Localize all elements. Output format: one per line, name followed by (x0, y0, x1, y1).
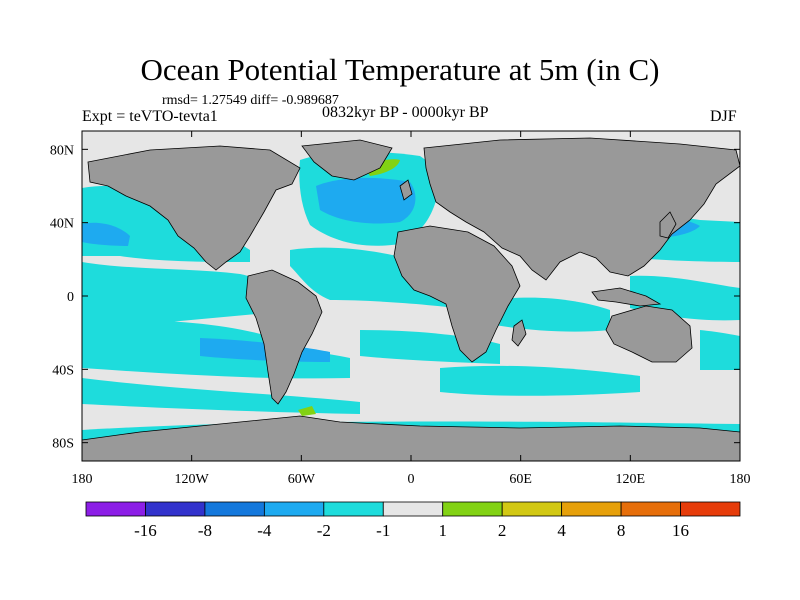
lon-tick-label: 0 (408, 472, 415, 487)
lat-tick-label: 40S (52, 363, 74, 378)
australia (605, 305, 693, 363)
greenland (301, 139, 393, 181)
colorbar-label: 8 (617, 521, 626, 540)
colorbar-label: 4 (557, 521, 566, 540)
colorbar-box (323, 501, 384, 517)
south-america (245, 269, 323, 405)
latitude-axis: 80N 40N 0 40S 80S (50, 143, 740, 452)
lon-tick-label: 60E (509, 472, 532, 487)
colorbar-box (680, 501, 741, 517)
season-label: DJF (710, 108, 737, 125)
land-masses (82, 137, 740, 461)
colorbar-label: -4 (257, 521, 272, 540)
africa (393, 225, 521, 363)
uk (399, 179, 413, 201)
longitude-axis: 180 120W 60W 0 60E 120E 180 (72, 131, 751, 487)
page-title: Ocean Potential Temperature at 5m (in C) (140, 52, 660, 87)
lon-tick-label: 60W (288, 472, 316, 487)
colorbar-label: 1 (438, 521, 447, 540)
north-america (87, 145, 301, 271)
colorbar-box (85, 501, 146, 517)
eurasia (423, 137, 740, 281)
japan (659, 211, 677, 239)
colorbar-label: -2 (317, 521, 331, 540)
lat-tick-label: 0 (67, 290, 74, 305)
colorbar-label: 2 (498, 521, 507, 540)
colorbar-box (620, 501, 681, 517)
antarctica (82, 415, 740, 461)
indonesia (591, 287, 662, 307)
anomaly-green-patches (298, 159, 400, 416)
experiment-label: Expt = teVTO-tevta1 (82, 108, 218, 125)
colorbar-label: -8 (198, 521, 212, 540)
colorbar-box (561, 501, 622, 517)
colorbar-box (501, 501, 563, 517)
lat-tick-label: 40N (50, 217, 74, 232)
lat-tick-label: 80S (52, 437, 74, 452)
colorbar-box (145, 501, 206, 517)
lon-tick-label: 180 (730, 472, 751, 487)
colorbar-box (442, 501, 503, 517)
period-label: 0832kyr BP - 0000kyr BP (322, 104, 489, 121)
colorbar-label: -1 (376, 521, 390, 540)
lat-tick-label: 80N (50, 143, 74, 158)
colorbar-box (263, 501, 325, 517)
colorbar-box (382, 501, 444, 517)
colorbar: -16 -8 -4 -2 -1 1 2 4 8 16 (85, 501, 741, 540)
colorbar-box (204, 501, 265, 517)
stats-line: rmsd= 1.27549 diff= -0.989687 (162, 93, 339, 108)
madagascar (511, 319, 527, 347)
lon-tick-label: 120E (616, 472, 646, 487)
colorbar-label: 16 (672, 521, 689, 540)
lon-tick-label: 120W (175, 472, 210, 487)
lon-tick-label: 180 (72, 472, 93, 487)
colorbar-label: -16 (134, 521, 157, 540)
